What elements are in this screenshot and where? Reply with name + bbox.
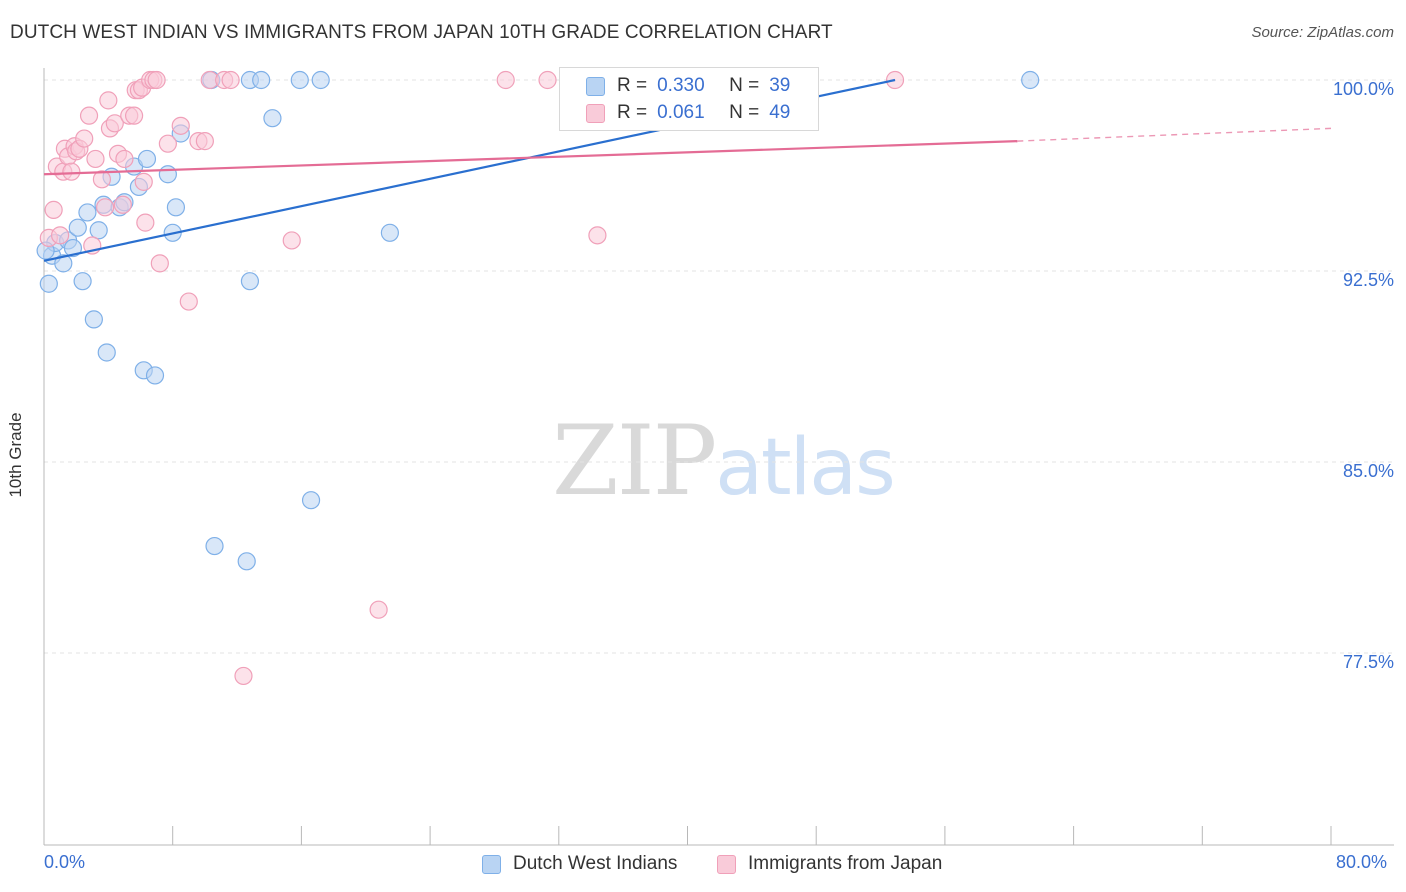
legend-r-label: R =: [617, 75, 648, 96]
point-dutch-west-indians: [73, 272, 92, 291]
point-dutch-west-indians: [97, 343, 116, 362]
bottom-legend-swatch-blue: [482, 854, 501, 874]
bottom-legend-label-japan: Immigrants from Japan: [748, 853, 943, 874]
point-dutch-west-indians: [68, 218, 87, 237]
point-immigrants-from-japan: [99, 91, 118, 110]
point-immigrants-from-japan: [158, 134, 177, 153]
bottom-legend-japan: Immigrants from Japan: [717, 851, 942, 877]
point-dutch-west-indians: [166, 198, 186, 217]
y-tick-label-92-5: 92.5%: [1342, 270, 1394, 290]
point-dutch-west-indians: [63, 238, 83, 258]
point-immigrants-from-japan: [588, 226, 607, 245]
y-tick-label-85: 85.0%: [1342, 461, 1394, 481]
point-immigrants-from-japan: [538, 70, 557, 90]
point-dutch-west-indians: [240, 272, 260, 291]
legend-n-label: N =: [729, 102, 760, 123]
point-dutch-west-indians: [84, 310, 103, 329]
point-dutch-west-indians: [54, 254, 73, 273]
stats-legend: R = 0.330 N = 39 R = 0.061 N = 49: [559, 67, 819, 131]
bottom-legend-swatch-pink: [717, 854, 736, 874]
point-dutch-west-indians: [380, 223, 399, 242]
point-dutch-west-indians: [301, 491, 321, 510]
point-dutch-west-indians: [1021, 70, 1040, 90]
point-immigrants-from-japan: [147, 70, 166, 90]
point-dutch-west-indians: [39, 274, 58, 293]
point-dutch-west-indians: [263, 109, 282, 128]
point-immigrants-from-japan: [179, 292, 198, 311]
chart-title: DUTCH WEST INDIAN VS IMMIGRANTS FROM JAP…: [10, 22, 833, 43]
point-immigrants-from-japan: [62, 162, 81, 181]
watermark-atlas: atlas: [715, 423, 895, 513]
legend-r-label: R =: [617, 102, 648, 123]
point-immigrants-from-japan: [50, 226, 70, 245]
y-tick-label-100: 100.0%: [1332, 79, 1394, 99]
point-immigrants-from-japan: [369, 600, 388, 619]
stats-legend-row-japan: R = 0.061 N = 49: [586, 100, 790, 126]
point-immigrants-from-japan: [105, 114, 124, 133]
point-immigrants-from-japan: [79, 106, 99, 125]
point-dutch-west-indians: [145, 366, 165, 385]
legend-n-value: 39: [769, 75, 791, 96]
source-label: Source: ZipAtlas.com: [1251, 24, 1394, 41]
point-immigrants-from-japan: [44, 200, 63, 219]
legend-swatch-blue: [586, 76, 605, 96]
legend-r-value: 0.061: [657, 102, 705, 123]
point-dutch-west-indians: [237, 552, 256, 571]
point-dutch-west-indians: [311, 70, 330, 90]
point-dutch-west-indians: [290, 70, 309, 90]
point-immigrants-from-japan: [124, 106, 144, 125]
point-immigrants-from-japan: [282, 231, 301, 250]
point-immigrants-from-japan: [92, 170, 112, 189]
point-immigrants-from-japan: [86, 149, 105, 169]
x-tick-label-max: 80.0%: [1336, 852, 1388, 872]
point-immigrants-from-japan: [171, 116, 190, 135]
legend-r-value: 0.330: [657, 75, 705, 96]
point-dutch-west-indians: [89, 221, 108, 240]
bottom-legend-dutch: Dutch West Indians: [482, 851, 677, 877]
point-immigrants-from-japan: [136, 213, 155, 232]
trendline-immigrants-from-japan: [43, 140, 1018, 176]
point-immigrants-from-japan: [115, 149, 134, 169]
point-dutch-west-indians: [158, 165, 177, 184]
point-dutch-west-indians: [137, 149, 157, 169]
point-immigrants-from-japan: [113, 195, 132, 214]
point-dutch-west-indians: [205, 536, 224, 556]
legend-n-value: 49: [769, 102, 791, 123]
trendline-immigrants-from-japan-extension: [1017, 127, 1332, 142]
point-dutch-west-indians: [252, 70, 271, 90]
point-immigrants-from-japan: [134, 172, 153, 191]
point-immigrants-from-japan: [96, 198, 115, 217]
legend-swatch-pink: [586, 103, 605, 123]
bottom-legend-label-dutch: Dutch West Indians: [513, 853, 678, 874]
x-tick-label-min: 0.0%: [44, 852, 86, 872]
point-immigrants-from-japan: [496, 70, 515, 90]
point-immigrants-from-japan: [75, 129, 94, 148]
point-immigrants-from-japan: [195, 132, 214, 151]
point-immigrants-from-japan: [234, 666, 253, 686]
point-immigrants-from-japan: [150, 254, 169, 273]
watermark: ZIPatlas: [552, 405, 896, 517]
y-tick-label-77-5: 77.5%: [1342, 652, 1394, 672]
y-axis-label: 10th Grade: [6, 412, 25, 498]
point-immigrants-from-japan: [221, 70, 240, 90]
watermark-zip: ZIP: [552, 405, 717, 517]
legend-n-label: N =: [729, 75, 760, 96]
stats-legend-row-dutch: R = 0.330 N = 39: [586, 73, 790, 99]
point-dutch-west-indians: [78, 203, 97, 222]
